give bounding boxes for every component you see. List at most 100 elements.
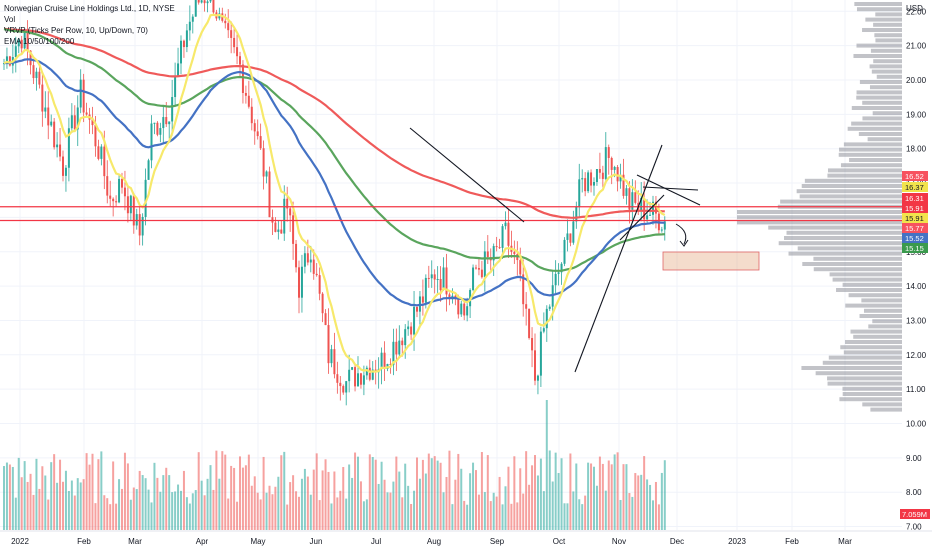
price-badge [902,213,928,223]
candle-body [622,174,625,196]
legend-ema[interactable]: EMA 10/50/100/200 [4,37,75,46]
candle-body [209,0,212,2]
candle-body [274,222,277,232]
candle-body [619,174,622,182]
volume-badge-label: 7.059M [902,510,927,519]
time-tick-label: Nov [612,537,626,546]
candle-body [94,125,97,147]
candle-body [5,56,8,64]
legend-volume[interactable]: Vol [4,15,16,24]
volume-bar [121,488,123,530]
volume-bar [486,455,489,530]
volume-bar [153,462,156,530]
volume-bar [386,492,389,530]
candle-body [41,84,44,112]
candle-body [545,308,548,329]
time-axis-background [0,531,932,550]
price-axis[interactable]: USD 7.00 8.00 9.00 10.00 11.00 12.00 13.00 14.00… [902,0,932,550]
candle-body [348,369,351,382]
volume-bar [495,496,498,530]
volume-bar [516,502,519,530]
profile-bar [829,272,902,277]
candle-body [365,367,368,376]
price-badge [902,243,928,253]
profile-bar [843,350,902,355]
volume-bar [79,482,82,530]
profile-bar [827,376,902,381]
candle-body [239,56,241,65]
candle-body [280,229,283,234]
candle-body [289,208,292,216]
volume-bar [475,470,477,530]
profile-bar [848,293,902,298]
candle-body [560,263,563,273]
candle-body [188,21,191,31]
volume-bar [38,488,41,530]
candle-body [368,367,371,380]
volume-bar [333,471,336,530]
volume-bar [26,481,29,530]
time-tick-label: Jul [371,537,381,546]
volume-bar [300,478,303,530]
profile-bar [828,355,902,360]
volume-bar [230,465,233,530]
legend-symbol[interactable]: Norwegian Cruise Line Holdings Ltd., 1D,… [4,4,175,13]
candle-body [295,243,298,268]
candle-body [410,326,413,335]
volume-bar [536,475,539,530]
volume-bar [448,450,451,530]
profile-bar [737,215,902,220]
profile-bar [804,178,902,183]
profile-bar [862,116,902,121]
volume-bar [569,453,572,530]
volume-bar [469,473,472,530]
legend-vrvp[interactable]: VRVP (Ticks Per Row, 10, Up/Down, 70) [4,26,148,35]
price-badge [902,182,928,192]
candle-body [480,269,483,278]
volume-bar [619,499,622,530]
volume-bar [371,457,374,530]
candle-body [451,295,454,298]
candle-body [106,176,109,196]
profile-bar [871,69,902,74]
volume-bar [628,493,631,530]
volume-bar [11,466,14,530]
candle-body [463,303,466,316]
candle-body [439,278,442,291]
time-tick-label: Mar [128,537,142,546]
volume-bar [531,465,534,530]
volume-bar [657,504,660,530]
candle-body [522,274,525,305]
volume-bar [407,485,410,530]
candle-body [129,195,132,214]
time-axis[interactable]: 2022 Feb Mar Apr May Jun Jul Aug Sep Oct Nov Dec 202… [0,530,932,550]
profile-bar [850,329,902,334]
candle-body [663,221,666,230]
candle-body [371,369,374,380]
candle-body [569,233,572,243]
arrow-head [679,239,689,247]
volume-bar [548,450,551,530]
profile-bar [815,371,902,376]
candle-body [483,251,486,278]
candle-body [354,367,357,387]
volume-bar [303,468,306,530]
volume-bar [309,494,312,530]
candle-body [507,222,510,246]
candle-body [513,251,516,255]
volume-bar [374,459,377,530]
volume-bar [47,499,50,530]
profile-bar [858,132,902,136]
volume-bar [191,493,194,530]
candle-body [333,349,336,375]
volume-bar [595,485,598,530]
volume-bar [200,480,203,530]
volume-bar [466,504,469,530]
volume-bar [35,458,38,530]
candle-body [590,172,593,186]
volume-bar [14,497,17,530]
profile-bar [851,106,902,110]
candle-body [448,294,451,298]
candle-body [342,386,345,393]
